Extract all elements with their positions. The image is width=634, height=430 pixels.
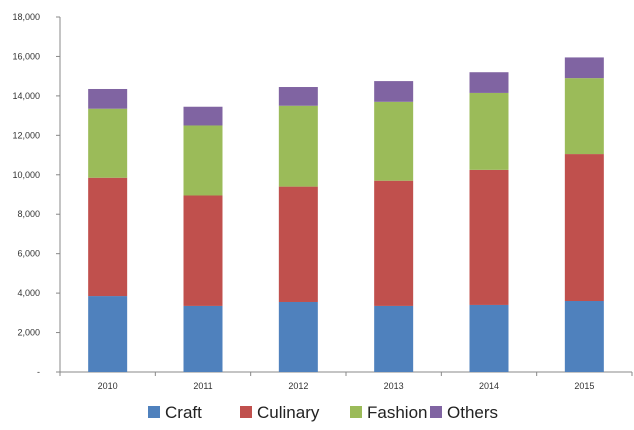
bar-segment-culinary-2011 [183,195,223,306]
bar-segment-culinary-2015 [564,154,604,301]
legend-swatch-fashion [350,406,362,418]
bar-segment-others-2013 [374,81,414,102]
y-tick-label: 6,000 [17,249,40,259]
legend-label-culinary: Culinary [257,403,320,422]
x-tick-label: 2015 [574,381,594,391]
x-tick-label: 2011 [193,381,212,391]
x-tick-label: 2012 [288,381,308,391]
y-tick-label: 8,000 [17,209,40,219]
bar-segment-fashion-2012 [278,105,318,187]
bar-segment-others-2015 [564,57,604,79]
bar-segment-craft-2011 [183,305,223,372]
bar-segment-culinary-2013 [374,180,414,306]
y-tick-label: 18,000 [12,12,40,22]
bar-segment-fashion-2013 [374,101,414,181]
x-tick-label: 2010 [98,381,118,391]
bar-segment-culinary-2010 [88,177,128,297]
bar-segment-craft-2010 [88,296,128,372]
bar-segment-others-2010 [88,88,128,109]
bars [88,57,604,372]
bar-segment-others-2014 [469,72,509,93]
y-tick-label: 12,000 [12,130,40,140]
bar-segment-fashion-2011 [183,125,223,196]
legend-label-craft: Craft [165,403,202,422]
legend-label-others: Others [447,403,498,422]
legend-swatch-culinary [240,406,252,418]
bar-segment-craft-2014 [469,304,509,372]
bar-segment-craft-2012 [278,301,318,372]
y-tick-label: 4,000 [17,288,40,298]
y-tick-label: 2,000 [17,328,40,338]
bar-segment-fashion-2014 [469,92,509,170]
bar-segment-others-2011 [183,106,223,126]
bar-segment-culinary-2012 [278,186,318,302]
legend-swatch-craft [148,406,160,418]
legend-label-fashion: Fashion [367,403,427,422]
legend-swatch-others [430,406,442,418]
y-tick-label: 10,000 [12,170,40,180]
y-tick-label: 14,000 [12,91,40,101]
bar-segment-craft-2013 [374,305,414,372]
x-tick-label: 2013 [384,381,404,391]
x-tick-label: 2014 [479,381,499,391]
axes: - 2,000 4,000 6,000 8,000 10,000 12,000 14,000 1… [12,12,633,391]
bar-segment-craft-2015 [564,301,604,372]
legend: Craft Culinary Fashion Others [148,403,498,422]
bar-segment-fashion-2010 [88,108,128,178]
y-tick-label: - [37,367,40,377]
bar-segment-others-2012 [278,87,318,106]
bar-segment-fashion-2015 [564,78,604,155]
bar-segment-culinary-2014 [469,169,509,305]
y-tick-label: 16,000 [12,51,40,61]
